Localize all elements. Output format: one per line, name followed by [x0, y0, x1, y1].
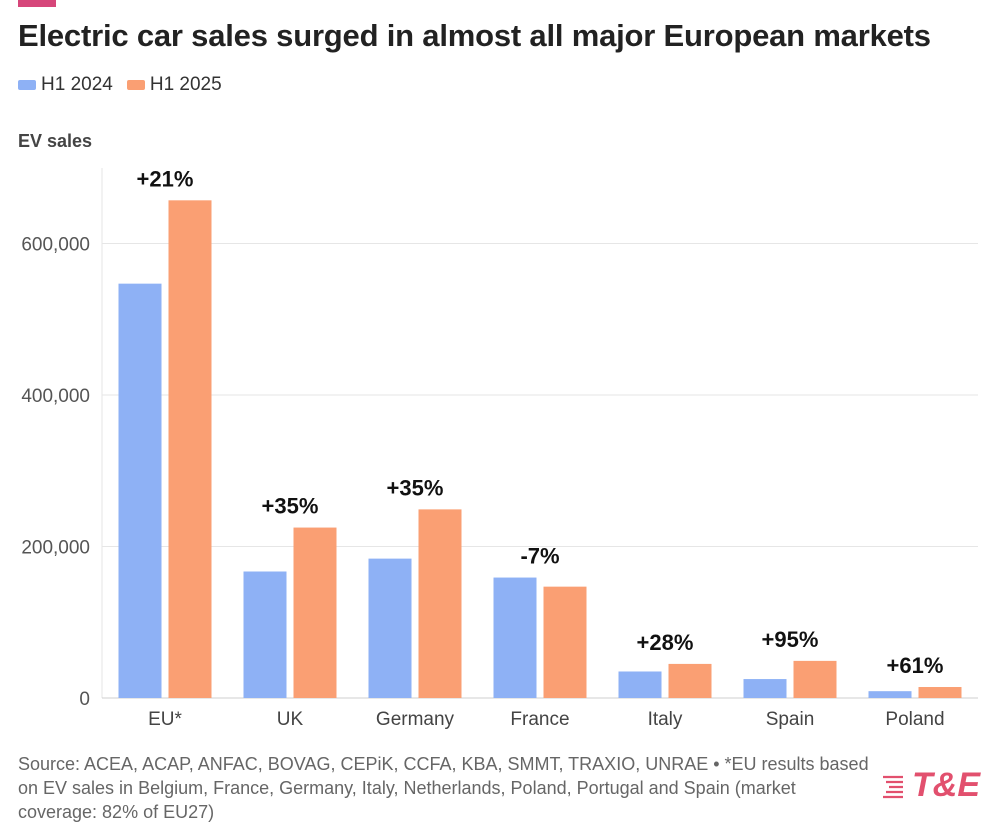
change-label: +35%	[387, 475, 444, 500]
bar-h1-2024	[868, 691, 912, 698]
source-note: Source: ACEA, ACAP, ANFAC, BOVAG, CEPiK,…	[18, 754, 869, 822]
category-label: Italy	[648, 709, 683, 730]
category-label: Spain	[766, 709, 815, 730]
bar-h1-2025	[293, 527, 337, 698]
legend-item-h1-2025: H1 2025	[126, 74, 222, 96]
change-label: +28%	[637, 630, 694, 655]
category-label: Poland	[885, 709, 944, 730]
y-axis-label: EV sales	[18, 131, 92, 151]
bar-h1-2025	[543, 586, 587, 698]
legend-item-h1-2024: H1 2024	[18, 74, 113, 96]
bars	[118, 200, 962, 698]
change-label: +95%	[762, 627, 819, 652]
category-label: UK	[277, 709, 304, 730]
gridlines	[102, 243, 978, 699]
bar-h1-2024	[618, 671, 662, 698]
category-label: EU*	[148, 709, 182, 730]
bar-h1-2025	[668, 663, 712, 698]
y-tick-label: 400,000	[21, 386, 90, 407]
bar-h1-2024	[368, 558, 412, 698]
bar-h1-2025	[793, 660, 837, 698]
y-tick-label: 600,000	[21, 235, 90, 256]
legend-swatch-h1-2025	[126, 80, 145, 90]
legend-swatch-h1-2024	[18, 80, 36, 90]
bar-h1-2024	[243, 571, 287, 698]
bar-h1-2025	[918, 687, 962, 698]
bar-h1-2025	[418, 509, 462, 698]
chart-title: Electric car sales surged in almost all …	[18, 18, 931, 53]
legend: H1 2024 H1 2025	[18, 74, 222, 96]
labels: 0 200,000 400,000 600,000 EU* +21% UK +35% Germa…	[21, 166, 944, 730]
change-label: -7%	[520, 544, 559, 569]
bar-h1-2025	[168, 200, 212, 698]
bar-h1-2024	[743, 679, 787, 698]
bar-h1-2024	[118, 283, 162, 698]
category-label: France	[510, 709, 569, 730]
y-tick-label: 200,000	[21, 538, 90, 559]
legend-label-h1-2025: H1 2025	[149, 74, 222, 95]
legend-label-h1-2024: H1 2024	[41, 74, 113, 95]
change-label: +21%	[137, 166, 194, 191]
y-tick-label: 0	[79, 689, 90, 710]
category-label: Germany	[376, 709, 455, 730]
change-label: +35%	[262, 494, 319, 519]
bar-chart: EV sales 0 200,000 400,000 600,000 EU* +21% UK…	[18, 131, 978, 730]
te-logo: T&E	[880, 766, 980, 805]
logo-text: T&E	[912, 766, 980, 804]
stripes-icon	[883, 775, 903, 798]
change-label: +61%	[887, 653, 944, 678]
bar-h1-2024	[493, 577, 537, 698]
accent-bar	[18, 0, 56, 7]
